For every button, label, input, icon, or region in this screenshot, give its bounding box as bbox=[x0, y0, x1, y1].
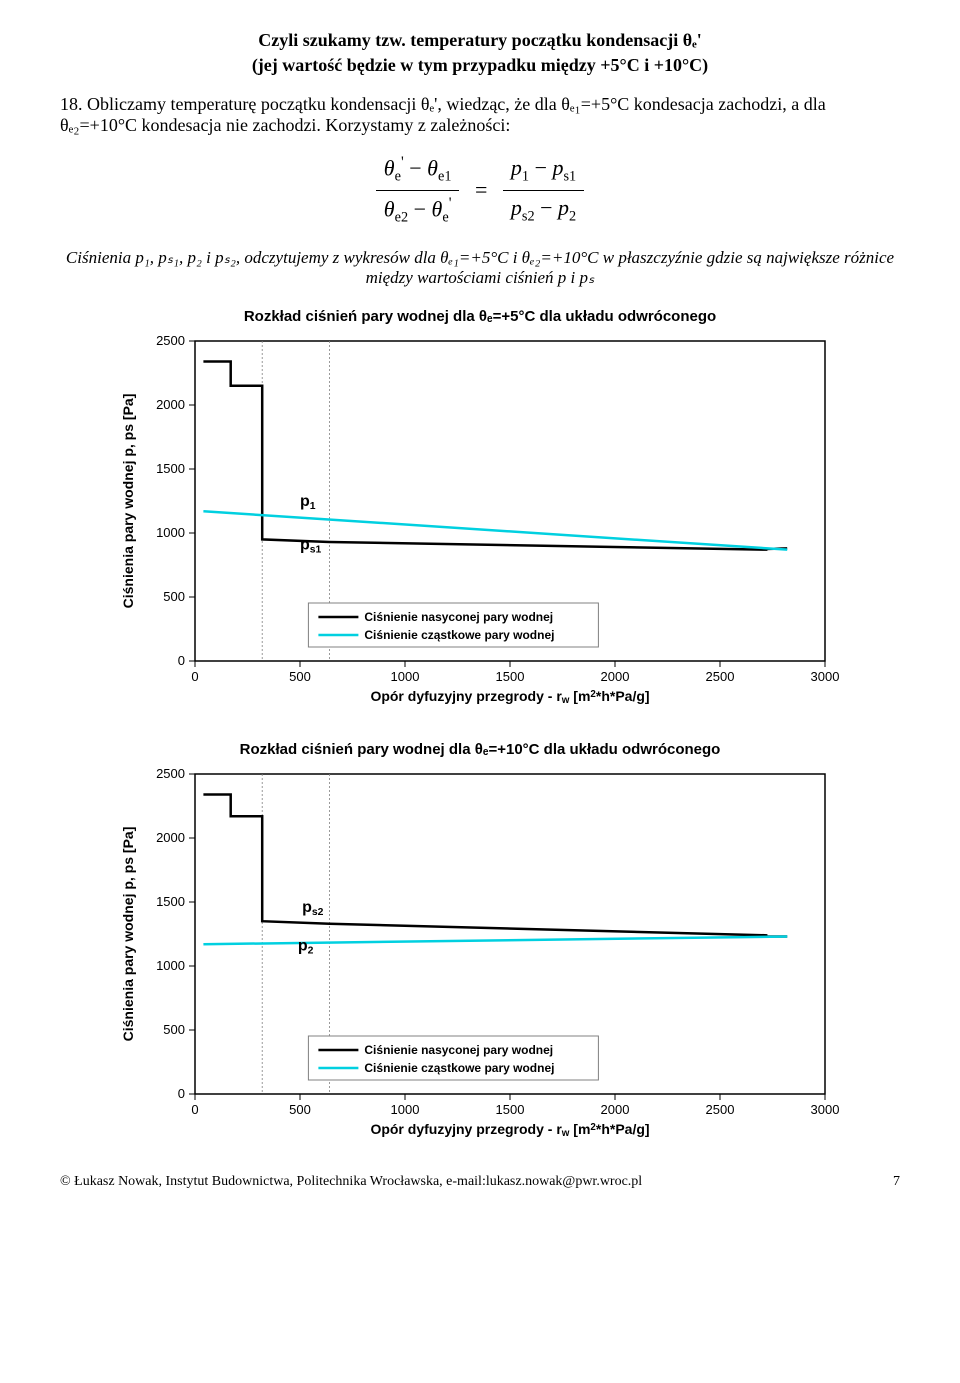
heading-line1: Czyli szukamy tzw. temperatury początku … bbox=[60, 30, 900, 51]
footer: © Łukasz Nowak, Instytut Budownictwa, Po… bbox=[60, 1174, 900, 1190]
svg-text:p1: p1 bbox=[300, 494, 316, 513]
svg-text:2000: 2000 bbox=[156, 830, 185, 845]
svg-text:1500: 1500 bbox=[156, 894, 185, 909]
paragraph-18: 18. Obliczamy temperaturę początku konde… bbox=[60, 94, 900, 136]
cisnienia-note: Ciśnienia p₁, pₛ₁, p₂ i pₛ₂, odczytujemy… bbox=[60, 248, 900, 288]
svg-text:1000: 1000 bbox=[156, 525, 185, 540]
svg-text:500: 500 bbox=[163, 589, 185, 604]
svg-text:1000: 1000 bbox=[391, 1102, 420, 1117]
svg-text:1000: 1000 bbox=[156, 958, 185, 973]
svg-text:500: 500 bbox=[289, 669, 311, 684]
svg-text:500: 500 bbox=[289, 1102, 311, 1117]
chart-2: Rozkład ciśnień pary wodnej dla θₑ=+10°C… bbox=[60, 741, 900, 1144]
svg-text:0: 0 bbox=[191, 669, 198, 684]
svg-text:2500: 2500 bbox=[706, 669, 735, 684]
svg-text:Opór dyfuzyjny przegrody - rw: Opór dyfuzyjny przegrody - rw [m2*h*Pa/g… bbox=[370, 1121, 649, 1139]
svg-text:Ciśnienie nasyconej pary wodne: Ciśnienie nasyconej pary wodnej bbox=[364, 610, 553, 624]
svg-text:2000: 2000 bbox=[601, 669, 630, 684]
svg-text:1500: 1500 bbox=[156, 461, 185, 476]
svg-text:1000: 1000 bbox=[391, 669, 420, 684]
chart-2-title: Rozkład ciśnień pary wodnej dla θₑ=+10°C… bbox=[60, 741, 900, 758]
formula: θe' − θe1 θe2 − θe' = p1 − ps1 ps2 − p2 bbox=[60, 154, 900, 226]
svg-text:2000: 2000 bbox=[601, 1102, 630, 1117]
svg-text:2500: 2500 bbox=[156, 333, 185, 348]
svg-text:Ciśnienie cząstkowe pary wodne: Ciśnienie cząstkowe pary wodnej bbox=[364, 628, 554, 642]
svg-text:ps2: ps2 bbox=[302, 900, 324, 919]
svg-text:Ciśnienia pary wodnej p, ps [P: Ciśnienia pary wodnej p, ps [Pa] bbox=[120, 827, 136, 1042]
svg-text:0: 0 bbox=[178, 1086, 185, 1101]
svg-text:Ciśnienia pary wodnej p, ps [P: Ciśnienia pary wodnej p, ps [Pa] bbox=[120, 394, 136, 609]
svg-text:Ciśnienie cząstkowe pary wodne: Ciśnienie cząstkowe pary wodnej bbox=[364, 1061, 554, 1075]
svg-text:Opór dyfuzyjny przegrody - rw: Opór dyfuzyjny przegrody - rw [m2*h*Pa/g… bbox=[370, 688, 649, 706]
svg-text:2500: 2500 bbox=[706, 1102, 735, 1117]
svg-text:p2: p2 bbox=[298, 938, 314, 957]
svg-text:3000: 3000 bbox=[811, 669, 840, 684]
svg-text:2000: 2000 bbox=[156, 397, 185, 412]
footer-left: © Łukasz Nowak, Instytut Budownictwa, Po… bbox=[60, 1174, 642, 1190]
svg-text:1500: 1500 bbox=[496, 1102, 525, 1117]
svg-text:ps1: ps1 bbox=[300, 537, 322, 556]
svg-text:1500: 1500 bbox=[496, 669, 525, 684]
chart-2-svg: 0 500 1000 1500 2000 2500 3000 0 500 1000 1500 2000… bbox=[115, 764, 845, 1144]
chart-1: Rozkład ciśnień pary wodnej dla θₑ=+5°C … bbox=[60, 308, 900, 711]
svg-text:0: 0 bbox=[191, 1102, 198, 1117]
svg-text:3000: 3000 bbox=[811, 1102, 840, 1117]
svg-text:Ciśnienie nasyconej pary wodne: Ciśnienie nasyconej pary wodnej bbox=[364, 1043, 553, 1057]
svg-text:2500: 2500 bbox=[156, 766, 185, 781]
footer-right: 7 bbox=[893, 1174, 900, 1190]
chart-1-title: Rozkład ciśnień pary wodnej dla θₑ=+5°C … bbox=[60, 308, 900, 325]
svg-text:0: 0 bbox=[178, 653, 185, 668]
chart-1-svg: 0 500 1000 1500 2000 2500 3000 0 500 1000 1500 2000… bbox=[115, 331, 845, 711]
heading-line2: (jej wartość będzie w tym przypadku międ… bbox=[60, 55, 900, 76]
svg-text:500: 500 bbox=[163, 1022, 185, 1037]
